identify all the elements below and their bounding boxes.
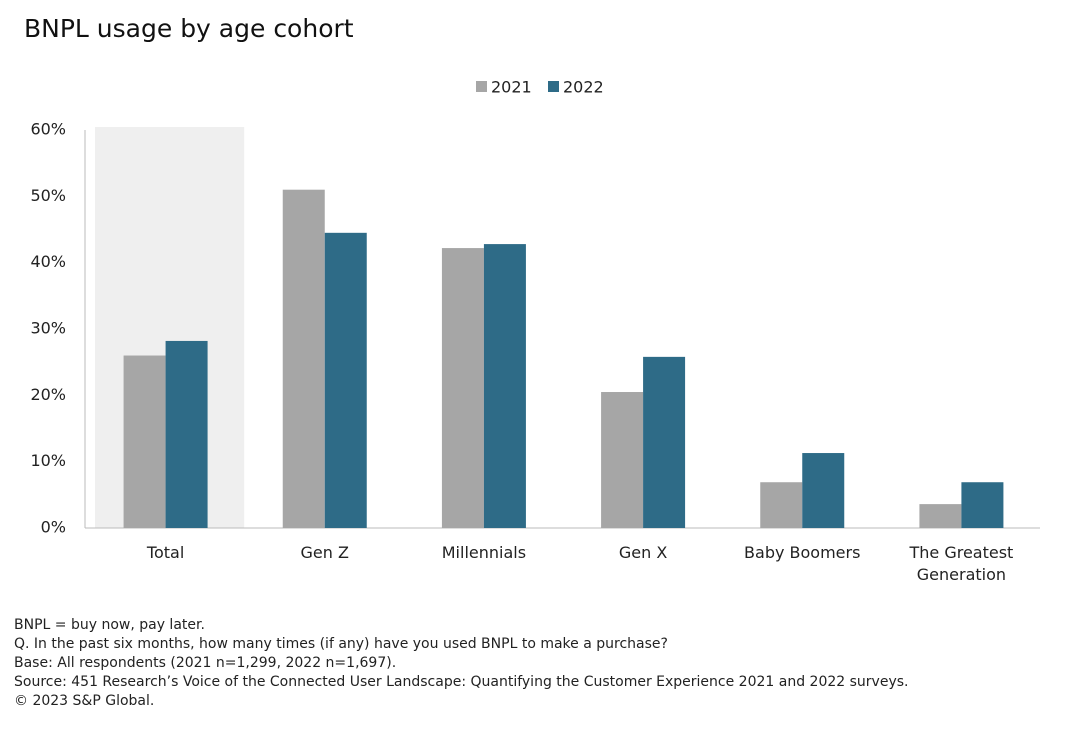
bar	[643, 356, 686, 528]
chart-title: BNPL usage by age cohort	[24, 14, 354, 43]
legend-label: 2022	[563, 78, 604, 97]
legend: 2021 2022	[476, 78, 604, 97]
y-tick-label: 10%	[30, 451, 66, 470]
legend-label: 2021	[491, 78, 532, 97]
x-tick-label: Gen Z	[300, 543, 349, 562]
footnote: BNPL = buy now, pay later.	[14, 617, 205, 633]
y-tick-label: 40%	[30, 252, 66, 271]
x-tick-label: Millennials	[441, 543, 527, 562]
footnote: Base: All respondents (2021 n=1,299, 202…	[14, 655, 397, 671]
bar	[483, 244, 526, 529]
y-tick-label: 20%	[30, 385, 66, 404]
bar	[802, 453, 845, 528]
y-tick-label: 30%	[30, 319, 66, 338]
y-tick-label: 60%	[30, 120, 66, 139]
bar	[441, 248, 484, 528]
footnote: Q. In the past six months, how many time…	[14, 636, 668, 652]
bar	[123, 355, 166, 528]
bar	[760, 482, 803, 528]
legend-swatch	[476, 81, 487, 92]
x-tick-label: The Greatest Generation	[909, 543, 1014, 584]
chart: 0% 10% 20% 30% 40% 50% 60% 2021 2022	[30, 78, 1040, 537]
bar	[324, 232, 367, 529]
footnote: Source: 451 Research’s Voice of the Conn…	[14, 674, 909, 690]
bar	[282, 189, 325, 528]
bar	[961, 482, 1004, 528]
bar	[919, 504, 962, 528]
footnote: © 2023 S&P Global.	[14, 693, 155, 709]
x-tick-label: Total	[146, 543, 185, 562]
bar	[601, 392, 644, 528]
legend-swatch	[548, 81, 559, 92]
y-tick-label: 50%	[30, 186, 66, 205]
bar	[165, 340, 208, 528]
x-tick-label: Baby Boomers	[744, 543, 861, 562]
footnotes: BNPL = buy now, pay later. Q. In the past…	[14, 616, 908, 711]
y-tick-label: 0%	[41, 518, 66, 537]
x-tick-label: Gen X	[618, 543, 668, 562]
